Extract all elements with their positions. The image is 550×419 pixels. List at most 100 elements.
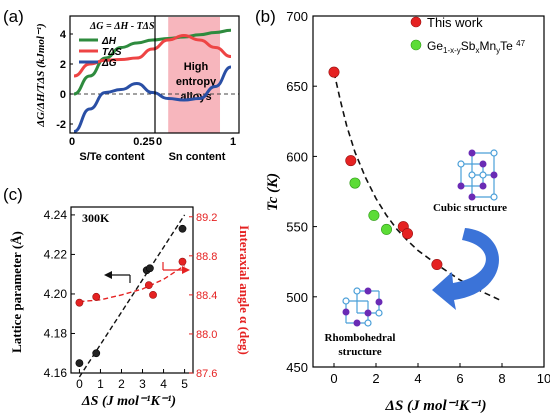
panel-c-points [75, 224, 187, 368]
tc-point-gesbmnte [380, 223, 392, 235]
lattice-axis-label: Lattice parameter (Å) [9, 231, 24, 353]
legend-label-dg: ΔG [101, 58, 117, 69]
panel-c-ticks: 0 1 2 3 4 5 4.16 4.18 4.20 4.22 4.24 87.6 88.0 88.4 88… [44, 208, 218, 391]
angle-point [75, 298, 84, 307]
panel-a-series [73, 28, 232, 133]
series-dg-line [73, 65, 232, 133]
panel-b-frame [312, 15, 545, 368]
c-xtick-label: 1 [97, 377, 104, 391]
tc-point-this-work [431, 259, 443, 271]
rhombohedral-label-line-2: structure [338, 346, 381, 358]
tc-fit-curve [333, 72, 503, 302]
c-left-tick-label: 4.18 [44, 326, 68, 340]
series-tds-line [73, 33, 232, 78]
panel-c-frame [70, 206, 194, 374]
b-ytick-label: 600 [286, 149, 308, 164]
b-ytick-label: 550 [286, 220, 308, 235]
c-left-tick-label: 4.20 [44, 287, 68, 301]
a-xlabel-ste: S/Te content [79, 151, 145, 163]
a-xtick-0: 0 [69, 136, 75, 148]
angle-point [144, 281, 153, 290]
a-xtick-1: 1 [230, 136, 236, 148]
highlight-line-2: entropy [176, 76, 217, 88]
angle-point [92, 292, 101, 301]
legend-label-dh: ΔH [101, 36, 117, 47]
rhombohedral-structure-icon [342, 287, 383, 327]
c-xtick-label: 5 [181, 377, 188, 391]
c-right-tick-label: 88.0 [196, 329, 217, 341]
legend-gesbmnte: Ge1-x-ySbxMnyTe 47 [427, 39, 526, 55]
lattice-point [178, 224, 187, 233]
left-axis-arrow [104, 271, 131, 283]
panel-c-label: (c) [3, 185, 23, 204]
b-xtick-label: 6 [456, 371, 463, 386]
lattice-point [145, 264, 154, 273]
c-left-tick-label: 4.24 [44, 208, 68, 222]
a-xlabel-sn: Sn content [169, 151, 226, 163]
panel-b-label: (b) [255, 7, 276, 26]
panel-a-x-ticks: 0 0.25 0 1 [69, 136, 236, 148]
b-xtick-label: 8 [498, 371, 505, 386]
transition-arrow [432, 228, 499, 310]
highlight-line-1: High [184, 61, 209, 73]
c-right-tick-label: 88.8 [196, 251, 217, 263]
c-right-tick-label: 88.4 [196, 290, 217, 302]
b-ytick-label: 450 [286, 360, 308, 375]
panel-a-y-label: ΔG/ΔH/TΔS (kJmol⁻¹) [35, 23, 47, 127]
angle-point [178, 257, 187, 266]
b-ytick-label: 650 [286, 79, 308, 94]
rhombohedral-label-line-1: Rhombohedral [325, 332, 396, 344]
legend-this-work: This work [427, 15, 483, 30]
b-xtick-label: 2 [372, 371, 379, 386]
cubic-structure-icon [457, 149, 498, 201]
panel-c-x-label: ΔS (J mol⁻¹K⁻¹) [81, 394, 176, 409]
b-xtick-label: 4 [414, 371, 421, 386]
lattice-point [92, 349, 101, 358]
c-xtick-label: 3 [139, 377, 146, 391]
tc-point-this-work [328, 66, 340, 78]
panel-a-y-ticks: 4 2 0 -2 [56, 29, 73, 131]
tc-point-gesbmnte [349, 177, 361, 189]
panel-b-ticks: 0 2 4 6 8 10 450 500 550 600 650 700 [286, 9, 550, 386]
panel-b: (b) 0 2 4 6 8 10 450 500 550 600 650 700 Tc (K) ΔS … [255, 7, 550, 414]
lattice-point [75, 359, 84, 368]
panel-c: (c) 300K 0 1 2 3 4 5 4.16 4.18 4.20 4.22 4.24 87.6 8… [3, 185, 252, 409]
b-ytick-label: 500 [286, 290, 308, 305]
temperature-annotation: 300K [82, 211, 110, 225]
b-ytick-label: 700 [286, 9, 308, 24]
a-ytick-label: 2 [60, 59, 66, 71]
legend-marker-gesbmnte [410, 39, 422, 51]
c-left-tick-label: 4.22 [44, 247, 68, 261]
angle-axis-label: Interaxial angle α (deg) [237, 225, 252, 355]
tc-point-gesbmnte [368, 209, 380, 221]
panel-a-label: (a) [3, 7, 24, 26]
legend-marker-this-work [410, 16, 422, 28]
tc-point-this-work [345, 155, 357, 167]
b-xtick-label: 10 [537, 371, 550, 386]
a-ytick-label: 4 [60, 29, 67, 41]
c-right-tick-label: 87.6 [196, 368, 217, 380]
a-xtick-025: 0.25 [133, 136, 154, 148]
angle-point [149, 290, 157, 299]
c-left-tick-label: 4.16 [44, 366, 68, 380]
high-entropy-label: High entropy alloys [176, 61, 217, 103]
a-ytick-label: -2 [56, 119, 66, 131]
legend-label-tds: TΔS [102, 47, 122, 58]
tc-point-this-work [401, 228, 413, 240]
a-ytick-label: 0 [60, 89, 66, 101]
panel-a: (a) High entropy alloys ΔG = ΔH - TΔS ΔH… [3, 7, 240, 163]
equation-label: ΔG = ΔH - TΔS [89, 21, 155, 32]
cubic-structure-label: Cubic structure [433, 202, 507, 214]
c-right-tick-label: 89.2 [196, 212, 217, 224]
panel-b-y-label: Tc (K) [265, 173, 281, 211]
c-xtick-label: 0 [76, 377, 83, 391]
panel-b-points [328, 66, 443, 271]
b-xtick-label: 0 [330, 371, 337, 386]
panel-b-x-label: ΔS (J mol⁻¹K⁻¹) [385, 398, 487, 414]
a-xtick-0b: 0 [156, 136, 162, 148]
panel-b-legend: This work Ge1-x-ySbxMnyTe 47 [410, 15, 526, 55]
c-xtick-label: 2 [118, 377, 125, 391]
c-xtick-label: 4 [160, 377, 167, 391]
